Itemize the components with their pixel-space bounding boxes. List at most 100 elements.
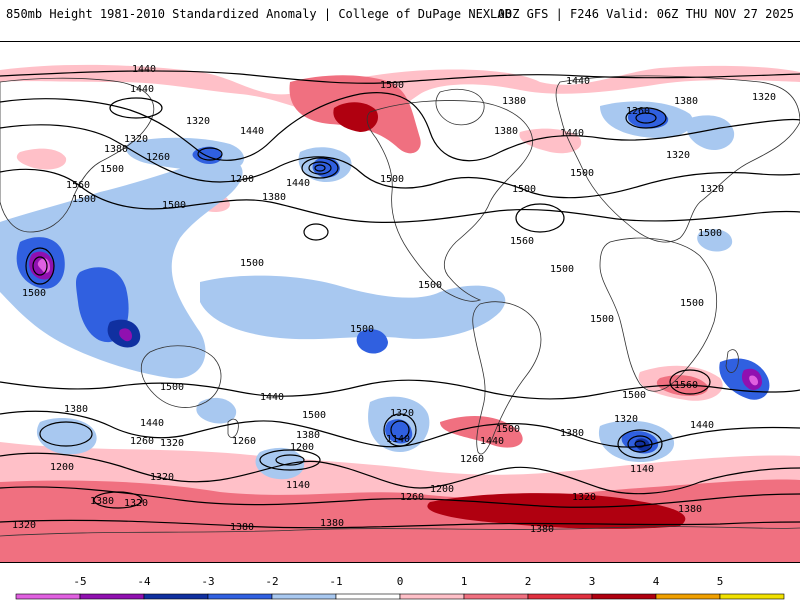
height-contours xyxy=(0,70,800,529)
contour-label: 1440 xyxy=(140,418,164,429)
colorbar-tick-label: -4 xyxy=(137,575,151,588)
contour-label: 1500 xyxy=(622,390,646,401)
north-america-outline xyxy=(366,100,533,302)
contour-label: 1320 xyxy=(614,414,638,425)
contour-label: 1260 xyxy=(400,492,424,503)
colorbar-tick-label: 4 xyxy=(653,575,660,588)
contour-label: 1560 xyxy=(510,236,534,247)
contour-label: 1200 xyxy=(230,174,254,185)
contour-label: 1200 xyxy=(50,462,74,473)
colorbar-tick-label: 3 xyxy=(589,575,596,588)
colorbar-tick-label: 2 xyxy=(525,575,532,588)
south-america-outline xyxy=(472,301,542,455)
colorbar-tick-label: -1 xyxy=(329,575,342,588)
contour-label: 1440 xyxy=(130,84,154,95)
model-run-info: 00Z GFS | F246 Valid: 06Z THU NOV 27 202… xyxy=(497,7,794,21)
eurasia-outline xyxy=(0,75,800,243)
colorbar-tick-label: -3 xyxy=(201,575,214,588)
contour-label: 1500 xyxy=(72,194,96,205)
greenland-outline xyxy=(435,88,485,126)
madagascar-outline xyxy=(725,349,739,373)
colorbar-ticks: -5 -4 -3 -2 -1 0 1 2 3 4 5 xyxy=(73,575,723,588)
contour-label: 1380 xyxy=(230,522,254,533)
negative-anomaly-shading xyxy=(0,101,770,480)
contour-label: 1380 xyxy=(494,126,518,137)
contour-label: 1500 xyxy=(160,382,184,393)
contour-label: 1260 xyxy=(460,454,484,465)
continent-outlines xyxy=(0,75,800,537)
colorbar-swatch xyxy=(143,593,209,600)
contour-label: 1500 xyxy=(570,168,594,179)
colorbar-swatches xyxy=(15,593,785,600)
colorbar-swatch xyxy=(335,593,401,600)
contour-label: 1500 xyxy=(162,200,186,211)
contour-label: 1440 xyxy=(566,76,590,87)
map-title: 850mb Height 1981-2010 Standardized Anom… xyxy=(6,7,512,21)
colorbar-swatch xyxy=(463,593,529,600)
contour-label: 1500 xyxy=(22,288,46,299)
contour-label: 1320 xyxy=(700,184,724,195)
contour-label: 1320 xyxy=(124,498,148,509)
contour-label: 1320 xyxy=(124,134,148,145)
contour-label: 1380 xyxy=(560,428,584,439)
colorbar-swatch xyxy=(655,593,721,600)
contour-label: 1560 xyxy=(674,380,698,391)
contour-label: 1320 xyxy=(150,472,174,483)
contour-label: 1500 xyxy=(350,324,374,335)
colorbar-legend: -5 -4 -3 -2 -1 0 1 2 3 4 5 xyxy=(15,575,785,600)
contour-label: 1500 xyxy=(240,258,264,269)
africa-outline xyxy=(599,237,717,392)
colorbar-tick-label: 1 xyxy=(461,575,468,588)
colorbar-swatch xyxy=(399,593,465,600)
contour-label: 1500 xyxy=(380,174,404,185)
positive-anomaly-shading xyxy=(0,64,800,562)
contour-label: 1500 xyxy=(590,314,614,325)
contour-label: 1500 xyxy=(680,298,704,309)
contour-label: 1260 xyxy=(130,436,154,447)
anomaly-map: 1440 1500 1440 1380 1320 1260 1380 1320 … xyxy=(0,41,800,563)
contour-label: 1200 xyxy=(290,442,314,453)
colorbar-tick-label: 0 xyxy=(397,575,404,588)
colorbar-tick-label: -2 xyxy=(265,575,278,588)
antarctica-outline xyxy=(0,526,800,537)
map-header: 850mb Height 1981-2010 Standardized Anom… xyxy=(0,0,800,30)
contour-label: 1380 xyxy=(530,524,554,535)
contour-label: 1140 xyxy=(286,480,310,491)
contour-label: 1140 xyxy=(386,434,410,445)
colorbar-swatch xyxy=(271,593,337,600)
contour-label: 1500 xyxy=(380,80,404,91)
colorbar-swatch xyxy=(79,593,145,600)
contour-label: 1380 xyxy=(678,504,702,515)
contour-label: 1500 xyxy=(550,264,574,275)
contour-label: 1320 xyxy=(572,492,596,503)
contour-label: 1500 xyxy=(512,184,536,195)
contour-label: 1560 xyxy=(66,180,90,191)
contour-label: 1200 xyxy=(430,484,454,495)
colorbar-tick-label: 5 xyxy=(717,575,724,588)
contour-label: 1440 xyxy=(480,436,504,447)
contour-label: 1140 xyxy=(630,464,654,475)
contour-label: 1440 xyxy=(240,126,264,137)
contour-label: 1500 xyxy=(496,424,520,435)
colorbar-tick-label: -5 xyxy=(73,575,86,588)
contour-label: 1320 xyxy=(666,150,690,161)
colorbar-swatch xyxy=(591,593,657,600)
nz-outline xyxy=(227,418,239,438)
contour-label: 1380 xyxy=(502,96,526,107)
contour-label: 1500 xyxy=(698,228,722,239)
contour-label: 1440 xyxy=(260,392,284,403)
contour-label: 1380 xyxy=(104,144,128,155)
contour-label: 1500 xyxy=(418,280,442,291)
contour-label: 1440 xyxy=(132,64,156,75)
contour-label: 1380 xyxy=(296,430,320,441)
contour-label: 1380 xyxy=(674,96,698,107)
contour-label: 1320 xyxy=(12,520,36,531)
australia-outline xyxy=(141,345,222,408)
contour-label: 1260 xyxy=(146,152,170,163)
contour-label: 1500 xyxy=(100,164,124,175)
colorbar-swatch xyxy=(207,593,273,600)
contour-label: 1320 xyxy=(160,438,184,449)
contour-label: 1440 xyxy=(690,420,714,431)
contour-label: 1260 xyxy=(232,436,256,447)
contour-label: 1440 xyxy=(560,128,584,139)
